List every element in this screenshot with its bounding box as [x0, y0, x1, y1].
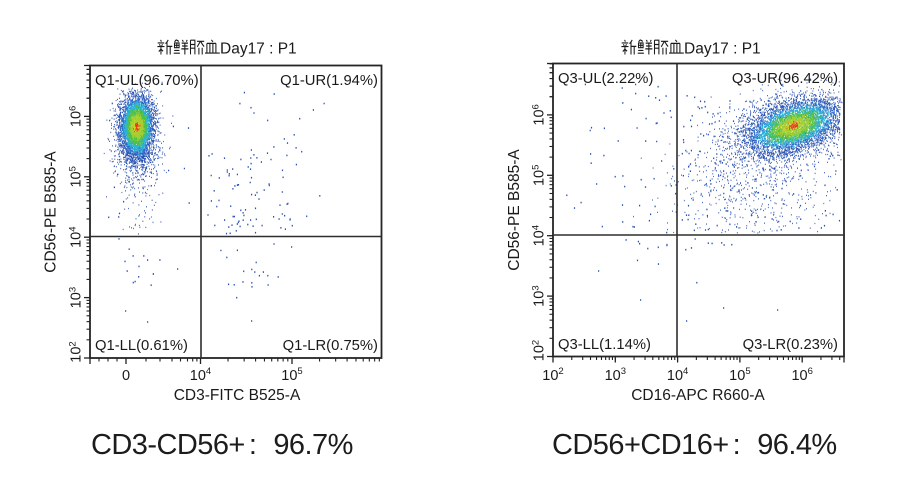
svg-text:CD16-APC R660-A: CD16-APC R660-A: [631, 387, 765, 404]
svg-text:106: 106: [791, 366, 812, 384]
svg-text:103: 103: [605, 366, 626, 384]
svg-text:102: 102: [68, 341, 85, 362]
svg-text:Q1-LR(0.75%): Q1-LR(0.75%): [283, 338, 378, 354]
svg-text:CD56-PE B585-A: CD56-PE B585-A: [43, 151, 60, 273]
svg-text:Day17 : P1: Day17 : P1: [684, 41, 761, 58]
svg-text:Q3-LL(1.14%): Q3-LL(1.14%): [558, 337, 651, 353]
svg-text:102: 102: [531, 340, 548, 361]
svg-text:104: 104: [667, 366, 688, 384]
svg-text:Q3-UL(2.22%): Q3-UL(2.22%): [558, 71, 653, 87]
svg-text:105: 105: [729, 366, 750, 384]
svg-text:105: 105: [281, 366, 302, 384]
svg-text:105: 105: [68, 166, 85, 187]
svg-text:105: 105: [531, 165, 548, 186]
svg-text:104: 104: [68, 226, 85, 247]
svg-text:Q3-LR(0.23%): Q3-LR(0.23%): [743, 337, 838, 353]
svg-text:103: 103: [68, 287, 85, 308]
svg-text:Day17 : P1: Day17 : P1: [220, 41, 297, 58]
svg-text:CD56+CD16+:96.4%: CD56+CD16+:96.4%: [552, 429, 837, 461]
svg-text:CD56-PE B585-A: CD56-PE B585-A: [506, 149, 523, 271]
svg-text:104: 104: [531, 225, 548, 246]
svg-text:Q3-UR(96.42%): Q3-UR(96.42%): [732, 71, 838, 87]
svg-text:Q1-LL(0.61%): Q1-LL(0.61%): [95, 338, 188, 354]
svg-text:CD3-FITC B525-A: CD3-FITC B525-A: [174, 387, 301, 404]
svg-text:104: 104: [190, 366, 211, 384]
svg-text:103: 103: [531, 285, 548, 306]
svg-text:106: 106: [68, 106, 85, 127]
svg-text:Q1-UL(96.70%): Q1-UL(96.70%): [95, 73, 199, 89]
svg-text:0: 0: [122, 368, 130, 384]
svg-text:102: 102: [542, 366, 563, 384]
svg-text:CD3-CD56+:96.7%: CD3-CD56+:96.7%: [91, 429, 353, 461]
svg-text:Q1-UR(1.94%): Q1-UR(1.94%): [280, 73, 378, 89]
svg-text:106: 106: [531, 104, 548, 125]
